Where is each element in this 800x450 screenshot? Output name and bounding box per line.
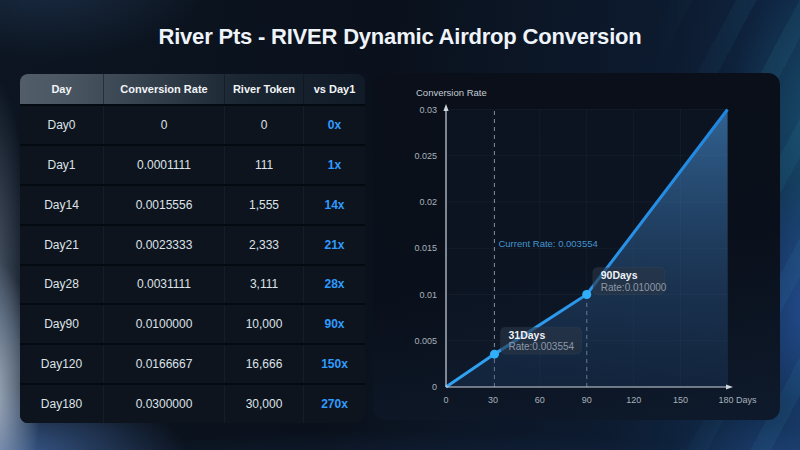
table-row-day28: Day280.00311113,11128x bbox=[20, 264, 365, 304]
table-row-day90: Day900.010000010,00090x bbox=[20, 303, 365, 343]
table-row-day120: Day1200.016666716,666150x bbox=[20, 343, 365, 383]
y-tick-label: 0.025 bbox=[414, 151, 437, 161]
cell-token: 111 bbox=[225, 146, 304, 184]
column-header-day: Day bbox=[20, 74, 104, 104]
cell-mult: 28x bbox=[304, 266, 365, 304]
cell-token: 2,333 bbox=[225, 226, 304, 264]
table-body: Day0000xDay10.00011111111xDay140.0015556… bbox=[20, 104, 365, 423]
cell-token: 1,555 bbox=[225, 186, 304, 224]
x-tick-label: 90 bbox=[582, 395, 592, 405]
data-point-90d[interactable] bbox=[582, 290, 591, 299]
page-title: River Pts - RIVER Dynamic Airdrop Conver… bbox=[0, 24, 800, 50]
cell-day: Day14 bbox=[20, 186, 104, 224]
cell-day: Day0 bbox=[20, 106, 104, 144]
cell-rate: 0.0015556 bbox=[104, 186, 225, 224]
cell-day: Day180 bbox=[20, 385, 104, 423]
cell-rate: 0.0001111 bbox=[104, 146, 225, 184]
cell-rate: 0.0166667 bbox=[104, 345, 225, 383]
x-tick-label: 60 bbox=[535, 395, 545, 405]
y-tick-label: 0.01 bbox=[419, 290, 437, 300]
column-header-token: River Token bbox=[225, 74, 304, 104]
cell-mult: 0x bbox=[304, 106, 365, 144]
y-axis-arrow bbox=[443, 104, 448, 111]
cell-rate: 0.0300000 bbox=[104, 385, 225, 423]
cell-mult: 150x bbox=[304, 345, 365, 383]
cell-token: 10,000 bbox=[225, 305, 304, 343]
y-tick-label: 0.015 bbox=[414, 243, 437, 253]
table-row-day0: Day0000x bbox=[20, 104, 365, 144]
x-axis-arrow bbox=[726, 384, 733, 389]
cell-rate: 0.0031111 bbox=[104, 266, 225, 304]
cell-token: 30,000 bbox=[225, 385, 304, 423]
svg-text:90Days: 90Days bbox=[601, 269, 638, 281]
x-tick-label: 0 bbox=[443, 395, 448, 405]
table-row-day21: Day210.00233332,33321x bbox=[20, 224, 365, 264]
cell-token: 16,666 bbox=[225, 345, 304, 383]
table-row-day14: Day140.00155561,55514x bbox=[20, 184, 365, 224]
data-point-31d[interactable] bbox=[490, 350, 499, 359]
chart-title: Conversion Rate bbox=[416, 87, 487, 98]
cell-rate: 0 bbox=[104, 106, 225, 144]
svg-text:Rate:0.010000: Rate:0.010000 bbox=[601, 282, 667, 293]
y-tick-label: 0.005 bbox=[414, 336, 437, 346]
cell-day: Day28 bbox=[20, 266, 104, 304]
y-tick-label: 0.02 bbox=[419, 197, 437, 207]
x-tick-label: 150 bbox=[673, 395, 688, 405]
tooltip-90days: 90DaysRate:0.010000 bbox=[593, 268, 667, 295]
cell-rate: 0.0100000 bbox=[104, 305, 225, 343]
cell-mult: 270x bbox=[304, 385, 365, 423]
cell-day: Day90 bbox=[20, 305, 104, 343]
svg-text:Rate:0.003554: Rate:0.003554 bbox=[508, 341, 574, 352]
conversion-table-panel: DayConversion RateRiver Tokenvs Day1 Day… bbox=[20, 74, 365, 423]
y-tick-label: 0 bbox=[432, 382, 437, 392]
tooltip-31days: 31DaysRate:0.003554 bbox=[500, 327, 581, 354]
table-header-row: DayConversion RateRiver Tokenvs Day1 bbox=[20, 74, 365, 104]
column-header-rate: Conversion Rate bbox=[104, 74, 225, 104]
x-tick-label: 180 Days bbox=[718, 395, 757, 405]
column-header-mult: vs Day1 bbox=[304, 74, 365, 104]
cell-mult: 21x bbox=[304, 226, 365, 264]
current-rate-label: Current Rate: 0.003554 bbox=[498, 238, 597, 249]
table-row-day180: Day1800.030000030,000270x bbox=[20, 383, 365, 423]
cell-day: Day21 bbox=[20, 226, 104, 264]
cell-mult: 90x bbox=[304, 305, 365, 343]
x-tick-label: 120 bbox=[626, 395, 641, 405]
cell-mult: 14x bbox=[304, 186, 365, 224]
cell-token: 0 bbox=[225, 106, 304, 144]
cell-day: Day120 bbox=[20, 345, 104, 383]
table-row-day1: Day10.00011111111x bbox=[20, 144, 365, 184]
conversion-rate-chart: 0 0.005 0.01 0.015 0.02 0.025 0.03 0 30 60 90 120 15… bbox=[373, 73, 780, 420]
conversion-chart-panel: 0 0.005 0.01 0.015 0.02 0.025 0.03 0 30 60 90 120 15… bbox=[373, 73, 780, 420]
cell-day: Day1 bbox=[20, 146, 104, 184]
cell-rate: 0.0023333 bbox=[104, 226, 225, 264]
cell-mult: 1x bbox=[304, 146, 365, 184]
cell-token: 3,111 bbox=[225, 266, 304, 304]
y-tick-label: 0.03 bbox=[419, 105, 437, 115]
svg-text:31Days: 31Days bbox=[508, 329, 545, 341]
x-tick-label: 30 bbox=[488, 395, 498, 405]
